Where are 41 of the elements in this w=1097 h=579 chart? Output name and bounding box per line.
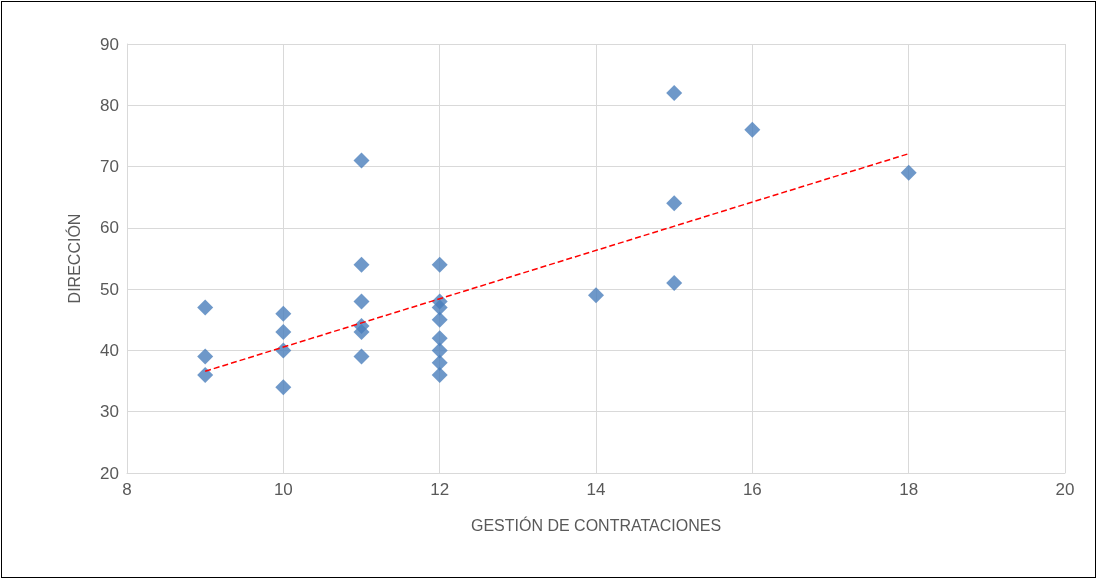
x-tick-label: 12 <box>430 480 450 499</box>
y-tick-label: 70 <box>100 157 119 177</box>
point <box>666 85 683 102</box>
point <box>431 330 448 347</box>
x-tick-label: 14 <box>586 480 606 499</box>
y-tick-label: 30 <box>100 402 119 422</box>
point <box>353 152 370 169</box>
point <box>275 379 292 396</box>
x-tick-label: 18 <box>899 480 919 499</box>
x-tick-label: 16 <box>742 480 762 499</box>
y-tick-label: 40 <box>100 340 119 360</box>
x-axis-title: GESTIÓN DE CONTRATACIONES <box>470 515 722 534</box>
point <box>353 293 370 310</box>
y-tick-label: 20 <box>100 463 119 483</box>
point <box>744 121 761 138</box>
point <box>353 256 370 273</box>
point <box>275 305 292 322</box>
point <box>431 354 448 371</box>
point <box>431 342 448 359</box>
y-tick-label: 80 <box>100 95 119 115</box>
y-axis-title: DIRECCIÓN <box>64 213 83 304</box>
point <box>197 299 214 316</box>
y-tick-label: 90 <box>100 34 119 54</box>
point <box>666 195 683 212</box>
point <box>588 287 604 304</box>
point <box>353 324 370 341</box>
point <box>431 256 448 273</box>
point <box>197 366 214 383</box>
point <box>275 324 292 341</box>
x-tick-label: 10 <box>273 480 293 499</box>
point <box>197 348 214 365</box>
point <box>900 164 917 181</box>
point <box>431 299 448 316</box>
x-tick-label: 20 <box>1055 480 1075 499</box>
point <box>353 348 370 365</box>
point <box>431 311 448 328</box>
point <box>666 275 683 292</box>
x-tick-label: 8 <box>122 480 132 499</box>
y-tick-label: 50 <box>100 279 119 299</box>
point <box>431 366 448 383</box>
y-tick-label: 60 <box>100 218 119 238</box>
